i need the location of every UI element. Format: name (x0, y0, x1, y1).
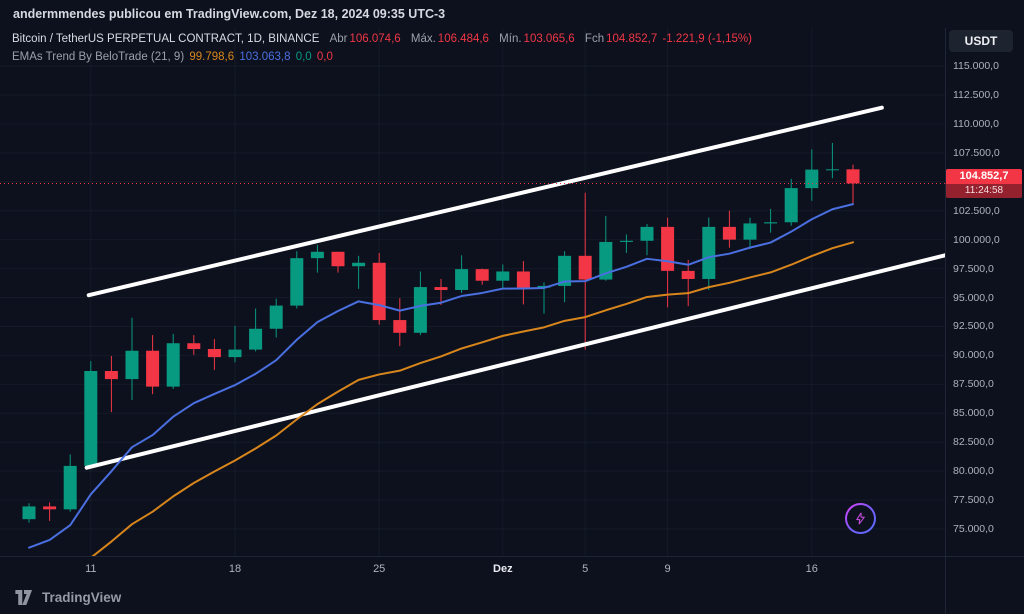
time-tick-label: 16 (805, 563, 818, 575)
tradingview-logo-mark (15, 590, 33, 605)
price-tick-label: 110.000,0 (953, 117, 999, 130)
tradingview-logo-text: TradingView (42, 590, 122, 605)
last-price-value: 104.852,7 (946, 169, 1022, 185)
price-tick-label: 107.500,0 (953, 146, 1000, 159)
time-tick-label: 9 (664, 563, 671, 575)
price-tick-label: 85.000,0 (953, 407, 994, 420)
high-label: Máx. (410, 33, 436, 45)
price-tick-label: 112.500,0 (953, 88, 999, 101)
open-label: Abr (329, 33, 348, 45)
last-price-tag: 104.852,7 11:24:58 (946, 169, 1022, 199)
bar-countdown: 11:24:58 (946, 184, 1022, 199)
indicator-value-3: 0,0 (295, 51, 312, 63)
price-tick-label: 82.500,0 (953, 436, 994, 449)
price-axis[interactable]: 115.000,0 112.500,0 110.000,0 107.500,0 102.… (945, 28, 1024, 556)
lightning-icon (856, 512, 865, 525)
share-header: andermmendes publicou em TradingView.com… (0, 0, 1024, 28)
price-tick-label: 77.500,0 (953, 494, 994, 507)
price-tick-label: 75.000,0 (953, 523, 994, 535)
tradingview-logo[interactable]: TradingView (13, 590, 121, 605)
close-value: 104.852,7 (606, 33, 658, 45)
price-tick-label: 102.500,0 (953, 204, 1000, 217)
boost-icon[interactable] (845, 503, 876, 534)
price-tick-label: 90.000,0 (953, 349, 994, 362)
indicator-value-ema9: 103.063,8 (239, 51, 291, 63)
price-tick-label: 92.500,0 (953, 320, 994, 333)
time-axis[interactable]: 11 18 25 Dez 5 9 16 (0, 556, 945, 583)
high-value: 106.484,6 (437, 33, 489, 45)
close-label: Fch (584, 33, 605, 45)
indicator-title[interactable]: EMAs Trend By BeloTrade (21, 9) (12, 51, 185, 63)
indicator-legend-row: EMAs Trend By BeloTrade (21, 9) 99.798,6… (12, 51, 335, 63)
share-header-text: andermmendes publicou em TradingView.com… (13, 7, 446, 21)
price-tick-label: 100.000,0 (953, 233, 1000, 246)
price-tick-label: 80.000,0 (953, 465, 994, 478)
price-tick-label: 97.500,0 (953, 262, 994, 275)
price-tick-label: 87.500,0 (953, 378, 994, 391)
price-chart[interactable] (0, 28, 945, 556)
symbol-legend-row: Bitcoin / TetherUS PERPETUAL CONTRACT, 1… (12, 33, 754, 45)
time-tick-label: Dez (493, 563, 513, 575)
time-tick-label: 5 (582, 563, 589, 575)
price-tick-label: 115.000,0 (953, 60, 999, 72)
change-value: -1.221,9 (-1,15%) (662, 33, 752, 45)
low-label: Mín. (499, 33, 522, 45)
indicator-value-4: 0,0 (316, 51, 333, 63)
currency-toggle-usdt[interactable]: USDT (949, 30, 1013, 52)
time-tick-label: 25 (373, 563, 386, 575)
open-value: 106.074,6 (349, 33, 401, 45)
time-tick-label: 11 (85, 563, 97, 575)
axis-corner (945, 556, 1024, 614)
price-tick-label: 95.000,0 (953, 291, 994, 304)
low-value: 103.065,6 (523, 33, 575, 45)
time-tick-label: 18 (228, 563, 242, 575)
symbol-title[interactable]: Bitcoin / TetherUS PERPETUAL CONTRACT, 1… (12, 33, 320, 45)
indicator-value-ema21: 99.798,6 (189, 51, 235, 63)
